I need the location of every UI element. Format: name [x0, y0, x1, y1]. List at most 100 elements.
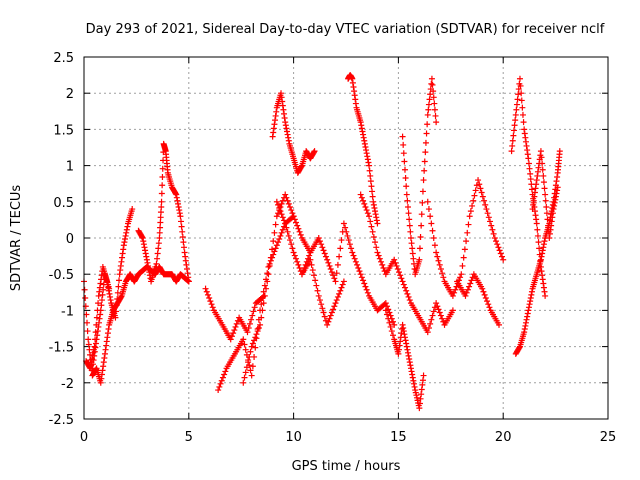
data-point: [435, 257, 442, 264]
data-point: [540, 179, 547, 186]
data-point: [429, 312, 436, 319]
data-point: [277, 208, 284, 215]
data-point: [248, 343, 255, 350]
data-point: [358, 274, 365, 281]
data-point: [499, 253, 506, 260]
data-point: [534, 232, 541, 239]
data-point: [340, 278, 347, 285]
x-tick-label: 25: [600, 430, 617, 445]
data-point: [273, 242, 280, 249]
data-point: [316, 238, 323, 245]
data-point: [515, 91, 522, 98]
data-point: [419, 188, 426, 195]
data-point: [369, 193, 376, 200]
data-point: [424, 121, 431, 128]
data-point: [95, 300, 102, 307]
data-point: [390, 332, 397, 339]
data-point: [298, 271, 305, 278]
data-point: [541, 185, 548, 192]
data-point: [275, 201, 282, 208]
data-point: [331, 303, 338, 310]
data-point: [430, 235, 437, 241]
data-point: [258, 314, 265, 321]
data-point: [321, 313, 328, 320]
data-point: [292, 255, 299, 262]
data-point: [461, 246, 468, 253]
data-point: [542, 197, 549, 204]
data-point: [421, 167, 428, 174]
data-point: [336, 290, 343, 297]
data-point: [277, 232, 284, 239]
data-point: [527, 176, 534, 183]
data-point: [328, 309, 335, 316]
data-point: [179, 228, 186, 235]
data-point: [290, 213, 297, 220]
data-point: [373, 244, 380, 251]
data-point: [519, 111, 526, 118]
y-tick-label: 2.5: [53, 51, 74, 66]
data-point: [159, 173, 166, 180]
data-point: [279, 226, 286, 233]
data-point: [315, 292, 322, 299]
data-point: [291, 216, 298, 223]
data-point: [488, 222, 495, 229]
data-point: [452, 286, 459, 293]
data-point: [542, 191, 549, 198]
data-point: [424, 329, 431, 336]
data-point: [481, 197, 488, 204]
data-point: [425, 106, 432, 113]
data-points: [81, 72, 563, 412]
data-point: [348, 245, 355, 252]
data-point: [292, 219, 299, 226]
data-point: [420, 177, 427, 184]
data-point: [251, 304, 258, 311]
data-point: [221, 371, 228, 378]
data-point: [366, 213, 373, 220]
data-point: [113, 302, 120, 309]
data-point: [264, 278, 271, 285]
data-point: [157, 214, 164, 221]
data-point: [478, 189, 485, 196]
data-point: [266, 262, 273, 269]
data-point: [322, 253, 329, 260]
data-point: [457, 274, 464, 281]
data-point: [425, 101, 432, 108]
data-point: [360, 277, 367, 284]
data-point: [228, 333, 235, 340]
data-point: [84, 328, 91, 335]
y-tick-label: 0.5: [53, 196, 74, 211]
data-point: [387, 323, 394, 330]
data-point: [496, 321, 503, 328]
data-point: [416, 256, 423, 263]
data-point: [159, 165, 166, 172]
data-point: [458, 271, 465, 278]
data-point: [489, 226, 496, 233]
data-point: [433, 300, 440, 307]
y-tick-label: 2: [66, 87, 74, 102]
data-point: [232, 323, 239, 330]
series-4: [135, 227, 159, 285]
data-point: [453, 283, 460, 290]
data-point: [368, 223, 375, 230]
data-point: [152, 271, 159, 278]
data-point: [364, 210, 371, 217]
x-tick-label: 0: [80, 430, 88, 445]
data-point: [83, 319, 90, 326]
data-point: [97, 307, 104, 314]
data-point: [265, 271, 272, 278]
data-point: [155, 240, 162, 247]
data-point: [404, 197, 411, 204]
data-point: [385, 315, 392, 322]
data-point: [431, 106, 438, 113]
data-point: [204, 291, 211, 298]
data-point: [281, 217, 288, 224]
data-point: [397, 272, 404, 279]
data-point: [395, 269, 402, 276]
data-point: [428, 75, 435, 82]
data-point: [264, 270, 271, 277]
data-point: [384, 311, 391, 318]
data-point: [464, 286, 471, 293]
data-point: [325, 259, 332, 266]
data-point: [273, 213, 280, 220]
data-point: [475, 177, 482, 184]
